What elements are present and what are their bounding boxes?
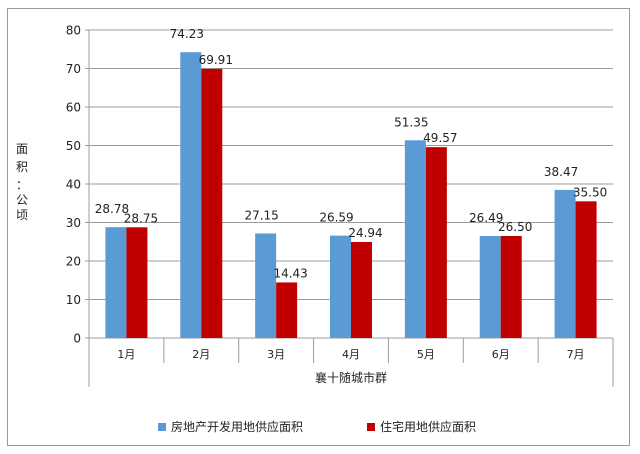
- bar: [351, 241, 372, 338]
- bar: [330, 235, 351, 338]
- data-label: 74.23: [170, 27, 204, 41]
- chart-border: [7, 8, 630, 446]
- bar: [255, 233, 277, 338]
- data-label: 24.94: [348, 226, 382, 240]
- x-axis-label: 襄十随城市群: [315, 370, 387, 385]
- x-tick-label: 2月: [192, 348, 210, 361]
- y-tick-label: 0: [73, 332, 81, 346]
- bar: [105, 227, 127, 338]
- x-tick-label: 5月: [417, 348, 435, 361]
- y-axis-label-char: 公: [16, 193, 28, 207]
- y-axis-label-char: 积: [16, 160, 28, 174]
- y-tick-label: 70: [66, 62, 81, 76]
- x-tick-label: 1月: [117, 348, 135, 361]
- bar: [404, 140, 426, 338]
- y-axis-ticks: 0 10 20 30 40 50 60 70 80: [66, 24, 81, 346]
- y-tick-label: 40: [66, 178, 81, 192]
- data-label: 28.78: [95, 202, 129, 216]
- y-tick-label: 30: [66, 216, 81, 230]
- bar: [425, 147, 447, 338]
- data-label: 51.35: [394, 115, 428, 129]
- bar: [479, 236, 501, 338]
- y-axis-label-char: 顷: [16, 208, 28, 222]
- x-tick-label: 7月: [567, 348, 585, 361]
- y-axis-label-char: ：: [16, 178, 28, 192]
- data-label: 26.50: [498, 220, 532, 234]
- data-label: 35.50: [573, 185, 607, 199]
- data-label: 26.59: [319, 211, 353, 225]
- bar: [201, 68, 223, 338]
- bar: [126, 227, 148, 338]
- y-axis-label: 面积 ：公顷: [16, 142, 28, 222]
- x-tick-label: 3月: [267, 348, 285, 361]
- bar: [276, 282, 298, 338]
- data-label: 69.91: [199, 53, 233, 67]
- legend-swatch: [367, 423, 375, 431]
- data-label: 49.57: [423, 131, 457, 145]
- y-tick-label: 10: [66, 293, 81, 307]
- y-tick-label: 60: [66, 101, 81, 115]
- x-tick-label: 4月: [342, 348, 360, 361]
- y-tick-label: 50: [66, 139, 81, 153]
- y-tick-label: 20: [66, 255, 81, 269]
- bar: [500, 235, 522, 338]
- gridlines: [85, 29, 613, 387]
- bar: [575, 201, 597, 338]
- legend-label: 房地产开发用地供应面积: [171, 419, 303, 434]
- y-axis-label-char: 面: [16, 142, 28, 156]
- data-label: 26.49: [469, 211, 503, 225]
- y-tick-label: 80: [66, 24, 81, 38]
- data-label: 14.43: [273, 266, 307, 280]
- data-label: 27.15: [244, 208, 278, 222]
- legend-swatch: [158, 423, 166, 431]
- bar: [180, 52, 202, 338]
- bars: [105, 52, 597, 338]
- bar: [554, 189, 576, 338]
- x-tick-label: 6月: [492, 348, 510, 361]
- legend-label: 住宅用地供应面积: [380, 419, 476, 434]
- data-label: 28.75: [124, 211, 158, 225]
- data-label: 38.47: [544, 165, 578, 179]
- legend: 房地产开发用地供应面积 住宅用地供应面积: [158, 419, 476, 434]
